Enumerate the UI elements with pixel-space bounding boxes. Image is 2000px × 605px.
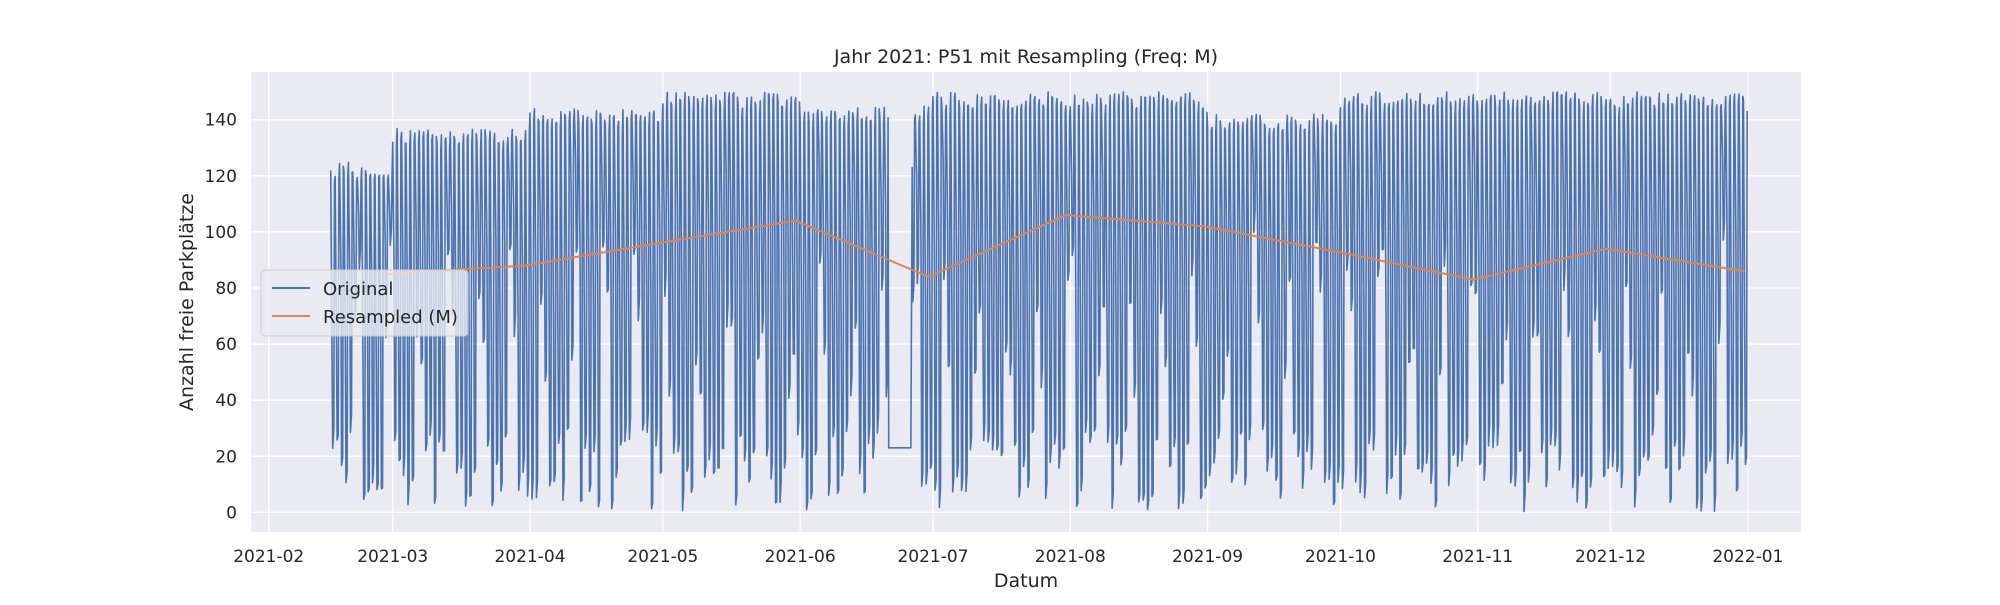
data-point-resampled bbox=[927, 275, 930, 278]
x-tick-label: 2021-10 bbox=[1305, 547, 1376, 567]
data-point-resampled bbox=[794, 219, 797, 222]
data-point-resampled bbox=[1064, 213, 1068, 217]
y-tick-label: 40 bbox=[215, 391, 237, 411]
x-tick-label: 2021-07 bbox=[897, 547, 968, 567]
legend-label-original: Original bbox=[323, 279, 393, 300]
y-tick-label: 20 bbox=[215, 447, 237, 467]
tick-labels: 0 20 40 60 80 100 120 140 2021-02 2021-03 2021-04 2… bbox=[205, 111, 1784, 567]
data-point-resampled bbox=[1742, 269, 1745, 273]
y-tick-label: 140 bbox=[205, 111, 237, 131]
legend-box bbox=[260, 269, 469, 337]
x-tick-label: 2021-04 bbox=[494, 547, 565, 567]
data-point-resampled bbox=[1201, 225, 1205, 228]
x-tick-label: 2021-05 bbox=[627, 547, 698, 567]
data-point-resampled bbox=[1604, 247, 1608, 250]
x-tick-label: 2021-02 bbox=[233, 547, 304, 567]
y-tick-label: 100 bbox=[205, 223, 237, 243]
x-tick-label: 2021-11 bbox=[1442, 547, 1513, 567]
x-axis-label: Datum bbox=[994, 570, 1058, 592]
series-layer bbox=[329, 91, 1748, 513]
x-tick-label: 2021-06 bbox=[765, 547, 836, 567]
x-tick-label: 2022-01 bbox=[1712, 547, 1783, 567]
data-point-resampled bbox=[657, 241, 660, 245]
y-tick-label: 60 bbox=[215, 335, 237, 355]
y-tick-label: 80 bbox=[215, 279, 237, 299]
y-axis-label: Anzahl freie Parkplätze bbox=[176, 193, 198, 411]
x-tick-label: 2021-09 bbox=[1172, 547, 1243, 567]
data-point-resampled bbox=[524, 264, 527, 267]
legend-label-resampled: Resampled (M) bbox=[323, 307, 458, 328]
x-tick-label: 2021-08 bbox=[1035, 547, 1106, 567]
data-point-resampled bbox=[1334, 250, 1338, 253]
legend: Original Resampled (M) bbox=[260, 269, 469, 337]
x-tick-label: 2021-12 bbox=[1575, 547, 1646, 567]
x-tick-label: 2021-03 bbox=[357, 547, 428, 567]
y-tick-label: 120 bbox=[205, 167, 237, 187]
series-line-original bbox=[329, 91, 1748, 513]
y-tick-label: 0 bbox=[226, 503, 237, 523]
data-point-resampled bbox=[1472, 278, 1475, 281]
chart-title: Jahr 2021: P51 mit Resampling (Freq: M) bbox=[833, 46, 1218, 68]
